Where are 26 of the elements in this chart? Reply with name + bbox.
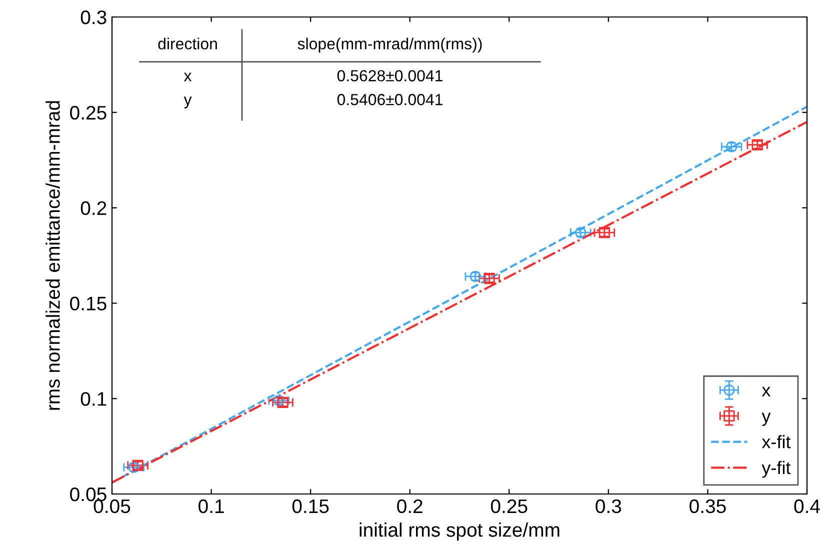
y-tick-label: 0.1 xyxy=(80,392,106,406)
x-tick-label: 0.05 xyxy=(94,499,130,514)
annotation: x xyxy=(184,72,192,82)
x-tick-label: 0.2 xyxy=(397,499,422,514)
x-tick-label: 0.3 xyxy=(596,499,622,514)
y-tick-label: 0.15 xyxy=(70,296,106,310)
y-tick-label: 0.25 xyxy=(70,106,106,120)
annotation: 0.5406±0.0041 xyxy=(337,94,442,106)
annotation: y xyxy=(184,96,192,108)
legend-label: y xyxy=(762,412,771,426)
y-tick-label: 0.3 xyxy=(80,10,106,24)
annotation: direction xyxy=(158,38,217,50)
y-tick-label: 0.2 xyxy=(80,201,106,216)
annotation: 0.5628±0.0041 xyxy=(337,70,442,82)
x-tick-label: 0.35 xyxy=(690,499,726,514)
x-tick-label: 0.15 xyxy=(292,499,329,514)
x-tick-label: 0.4 xyxy=(794,499,820,514)
x-tick-label: 0.25 xyxy=(490,499,528,514)
x-axis-title: initial rms spot size/mm xyxy=(360,522,560,541)
legend-label: y-fit xyxy=(762,460,791,478)
x-tick-label: 0.1 xyxy=(198,499,224,514)
y-axis-title: rms normalized emittance/mm-mrad xyxy=(46,101,60,410)
annotation: slope(mm-mrad/mm(rms)) xyxy=(298,38,482,53)
legend-label: x xyxy=(762,386,770,396)
legend-label: x-fit xyxy=(762,435,791,448)
y-tick-label: 0.05 xyxy=(70,487,106,502)
